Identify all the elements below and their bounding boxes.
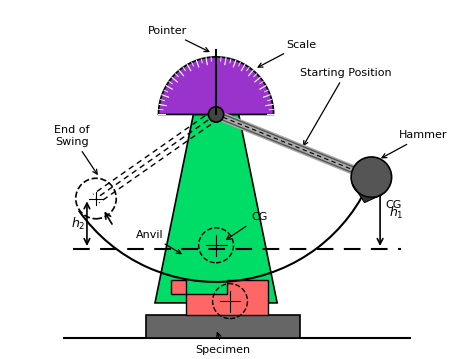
Polygon shape — [352, 184, 382, 202]
Circle shape — [351, 157, 392, 197]
Text: Scale: Scale — [258, 39, 316, 67]
Circle shape — [209, 107, 224, 122]
Wedge shape — [158, 57, 273, 115]
Text: CG: CG — [385, 200, 401, 210]
Text: Pointer: Pointer — [147, 26, 209, 52]
Polygon shape — [171, 280, 268, 315]
Text: $h_1$: $h_1$ — [389, 205, 403, 221]
Text: Starting Position: Starting Position — [300, 67, 392, 145]
Polygon shape — [155, 115, 277, 303]
Text: Hammer: Hammer — [382, 130, 448, 158]
Text: End of
Swing: End of Swing — [54, 125, 97, 174]
Text: Specimen: Specimen — [195, 333, 251, 355]
Text: Anvil: Anvil — [136, 230, 181, 254]
FancyBboxPatch shape — [146, 315, 300, 338]
Text: $h_2$: $h_2$ — [71, 216, 85, 232]
Text: CG: CG — [227, 213, 267, 239]
